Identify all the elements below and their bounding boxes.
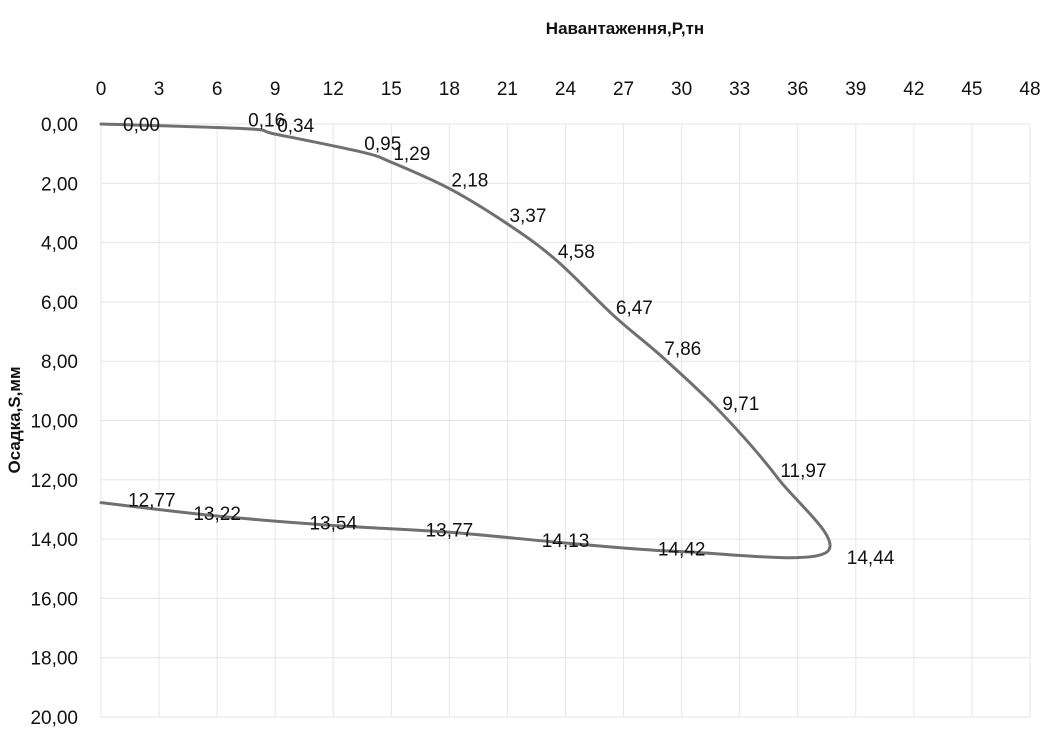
- series-line: [99, 122, 832, 560]
- data-label: 6,47: [616, 298, 653, 319]
- y-tick-label: 20,00: [30, 708, 78, 729]
- x-tick-label: 27: [613, 79, 634, 100]
- data-label: 13,54: [309, 513, 357, 534]
- data-label: 1,29: [393, 144, 430, 165]
- x-tick-label: 18: [439, 79, 460, 100]
- data-label: 14,42: [658, 540, 706, 561]
- x-tick-label: 33: [729, 79, 750, 100]
- x-tick-label: 24: [555, 79, 577, 100]
- x-tick-label: 0: [96, 79, 107, 100]
- y-axis-title: Осадка,S,мм: [5, 366, 24, 473]
- x-tick-label: 48: [1019, 79, 1040, 100]
- x-tick-label: 39: [845, 79, 866, 100]
- data-label: 0,00: [123, 115, 160, 136]
- x-tick-label: 21: [497, 79, 518, 100]
- x-tick-label: 12: [323, 79, 344, 100]
- y-tick-label: 0,00: [41, 115, 78, 136]
- data-label: 3,37: [509, 206, 546, 227]
- y-tick-label: 18,00: [30, 649, 78, 670]
- data-label: 7,86: [664, 339, 701, 360]
- y-tick-label: 14,00: [30, 530, 78, 551]
- data-label: 13,22: [193, 504, 241, 525]
- y-tick-label: 2,00: [41, 174, 78, 195]
- data-label: 12,77: [128, 491, 176, 512]
- data-label: 0,95: [364, 134, 401, 155]
- data-label: 14,13: [542, 531, 590, 552]
- data-label: 9,71: [722, 394, 759, 415]
- data-labels: 0,00 0,160,34 0,951,29 2,18 3,37 4,58 6,47 7,86…: [123, 111, 895, 569]
- x-tick-label: 42: [903, 79, 924, 100]
- x-tick-label: 6: [212, 79, 223, 100]
- y-tick-label: 16,00: [30, 589, 78, 610]
- y-tick-label: 10,00: [30, 412, 78, 433]
- data-label: 2,18: [451, 171, 488, 192]
- data-label: 0,34: [277, 116, 314, 137]
- y-tick-label: 8,00: [41, 352, 78, 373]
- y-tick-label: 4,00: [41, 234, 78, 255]
- x-tick-label: 3: [154, 79, 165, 100]
- x-tick-label: 36: [787, 79, 808, 100]
- data-label: 11,97: [780, 461, 826, 482]
- x-tick-label: 15: [381, 79, 402, 100]
- tick-labels: 0 3 6 9 12 15 18 21 24 27 30 33 36 39 42 45 480,002,004,…: [30, 79, 1040, 729]
- x-tick-label: 30: [671, 79, 692, 100]
- x-tick-label: 9: [270, 79, 281, 100]
- y-tick-label: 6,00: [41, 293, 78, 314]
- data-label: 13,77: [426, 520, 474, 541]
- data-label: 4,58: [558, 242, 595, 263]
- data-label: 14,44: [847, 548, 895, 569]
- x-axis-title: Навантаження,P,тн: [546, 19, 704, 38]
- grid: [100, 123, 1031, 718]
- y-tick-label: 12,00: [30, 471, 78, 492]
- data-label: 0,16: [248, 111, 285, 132]
- x-tick-label: 45: [961, 79, 982, 100]
